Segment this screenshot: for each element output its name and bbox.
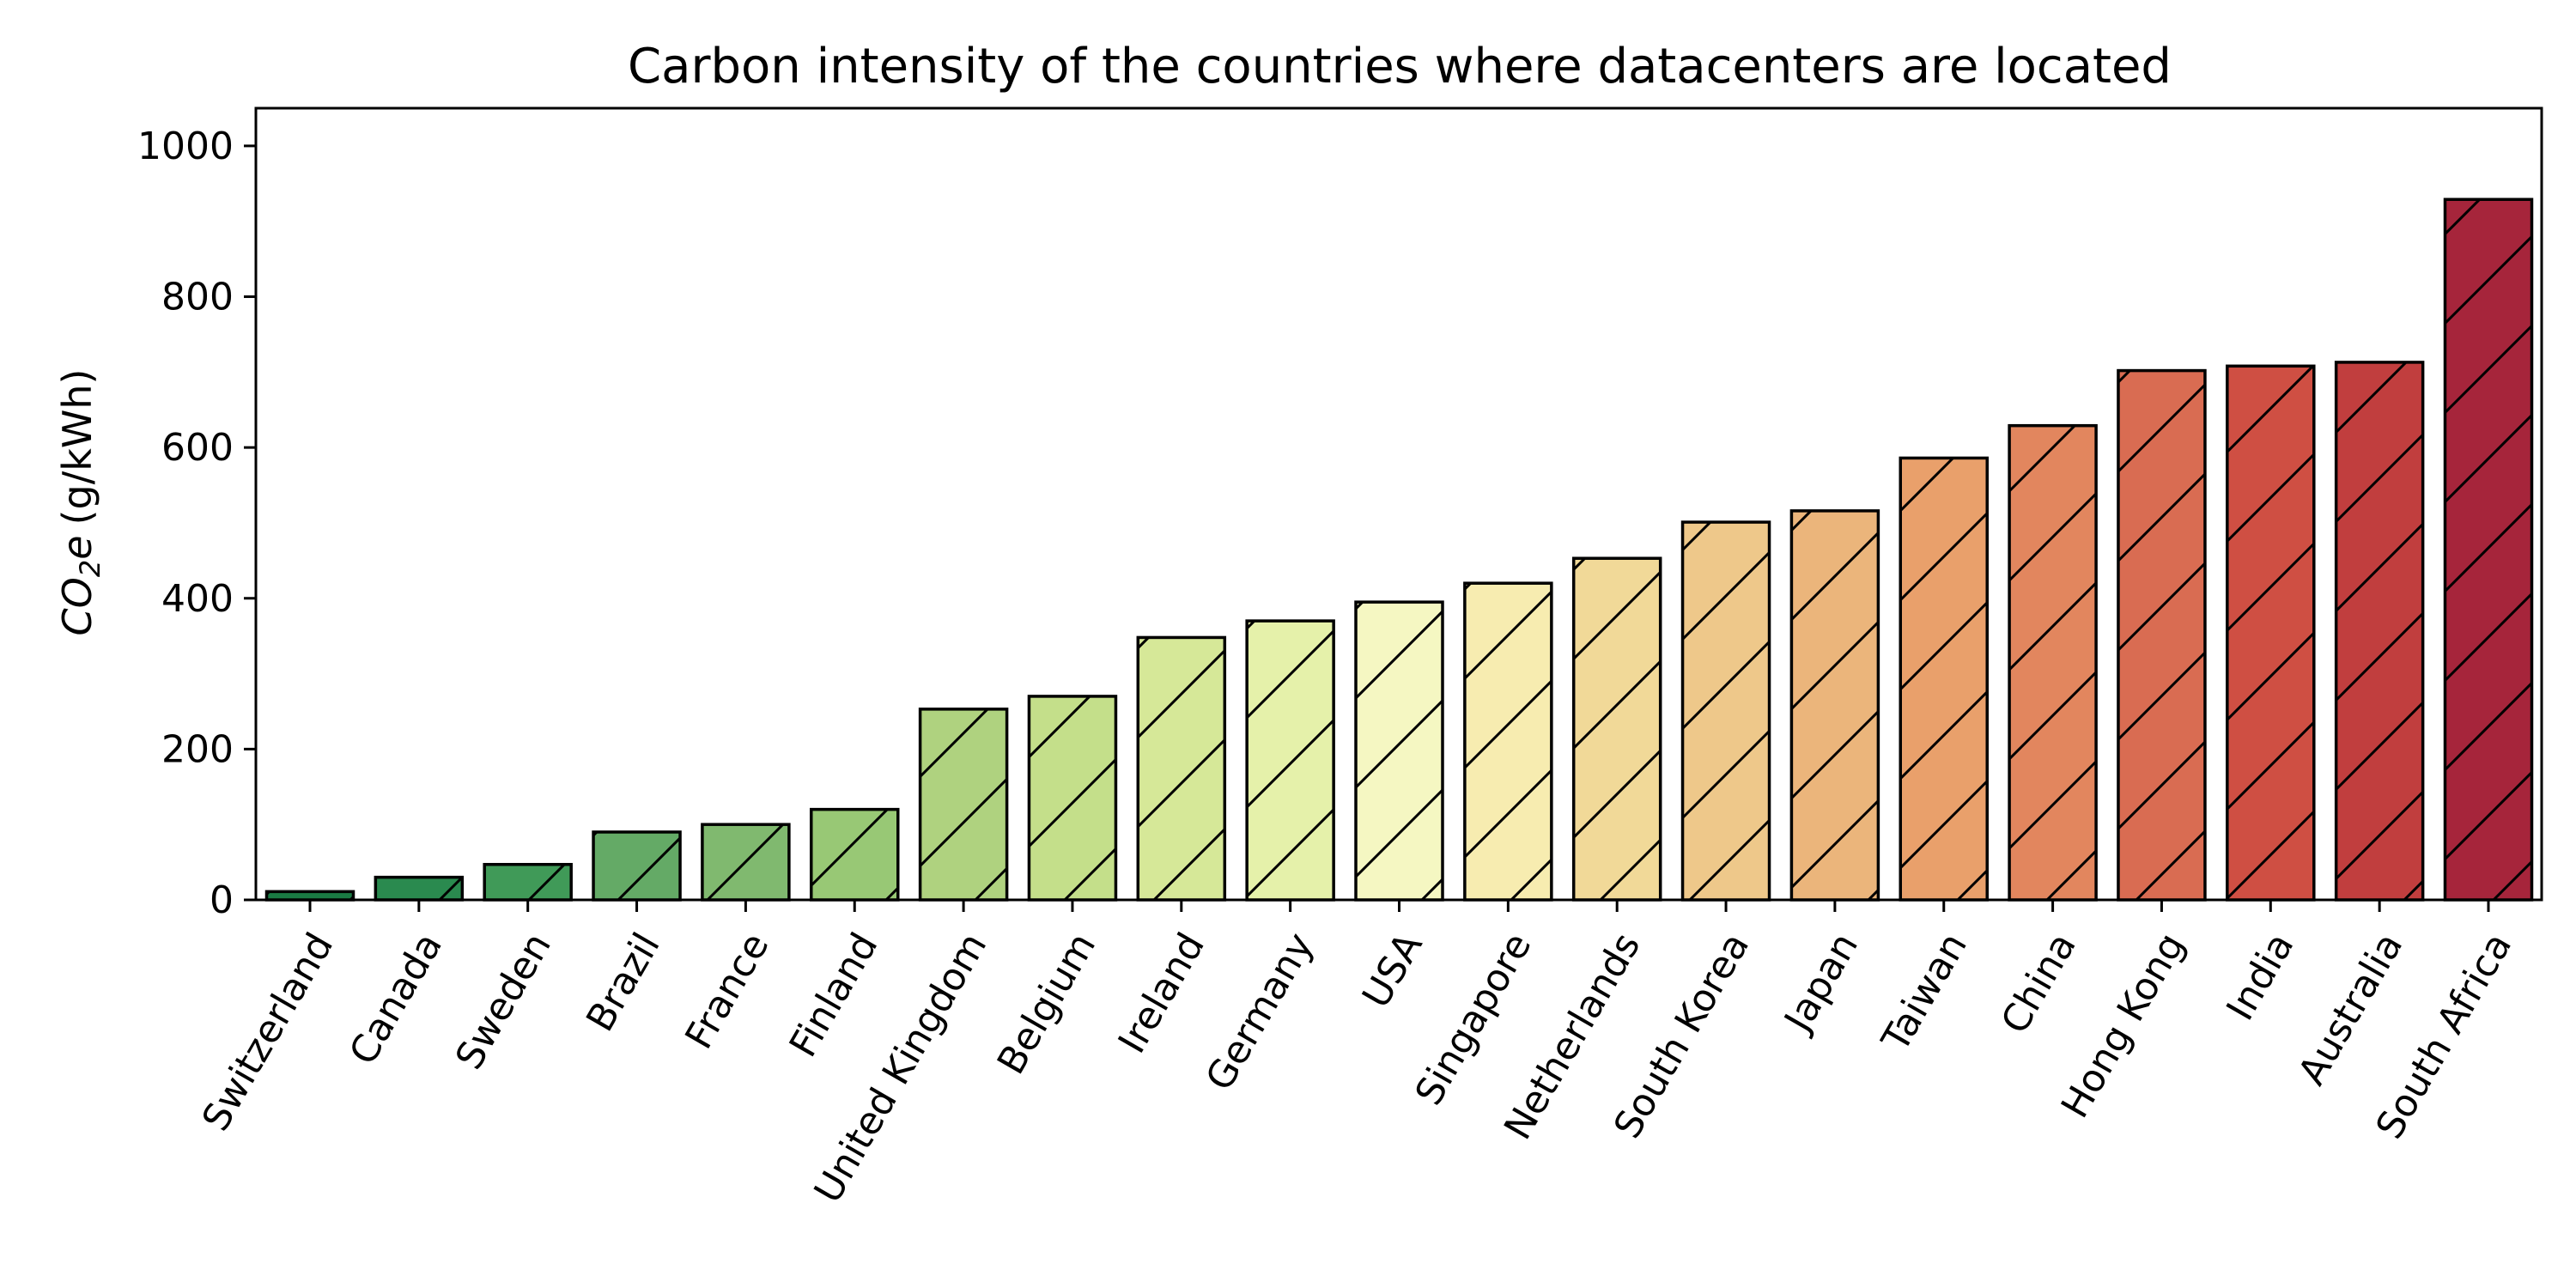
bar-hatch-china [2008,423,2098,902]
bar-hatch-united-kingdom [918,708,1009,902]
bar-hatch-south-korea [1680,520,1771,902]
bar-hatch-brazil [592,830,682,902]
y-tick-label-400: 400 [161,577,234,621]
x-tick-label-australia: Australia [2290,926,2411,1092]
y-tick-label-1000: 1000 [137,125,234,168]
x-tick-label-usa: USA [1354,926,1431,1015]
chart-title: Carbon intensity of the countries where … [628,39,2172,94]
y-tick-label-200: 200 [161,727,234,771]
y-axis-label-units: (g/kWh) [54,369,100,526]
x-tick-label-china: China [1993,926,2085,1041]
bar-hatch-usa [1354,600,1444,902]
x-tick-label-sweden: Sweden [447,926,560,1077]
x-tick-label-ireland: Ireland [1110,926,1213,1060]
bar-hatch-netherlands [1571,556,1662,902]
x-tick-label-germany: Germany [1198,926,1322,1098]
bar-hatch-belgium [1027,695,1118,902]
bar-hatch-hong-kong [2117,368,2207,902]
y-axis-label: CO2e (g/kWh) [54,369,106,636]
x-tick-label-brazil: Brazil [578,926,669,1039]
y-axis-label-subscript: 2 [74,560,106,577]
bar-hatch-taiwan [1899,456,1989,902]
bar-hatch-france [701,823,791,902]
y-axis: 0 200 400 600 800 1000 [137,125,256,922]
bar-hatch-sweden [483,862,573,902]
bar-hatch-finland [810,807,900,902]
bar-hatch-canada [374,875,465,902]
plot-frame [254,106,2543,902]
bar-hatch-singapore [1463,581,1553,902]
x-tick-label-france: France [677,926,777,1056]
bar-hatch-south-africa [2443,197,2534,902]
y-axis-label-symbol-suffix: e [54,535,100,559]
x-tick-label-japan: Japan [1775,926,1867,1041]
y-axis-label-symbol: CO [54,577,100,635]
x-tick-label-switzerland: Switzerland [194,926,342,1139]
y-tick-label-600: 600 [161,426,234,470]
bar-hatch-japan [1789,509,1880,902]
bar-hatch-india [2226,364,2316,902]
x-tick-label-india: India [2218,926,2302,1028]
x-tick-label-canada: Canada [341,926,451,1072]
bars-group [264,197,2534,902]
y-tick-label-0: 0 [210,878,234,922]
x-tick-label-belgium: Belgium [989,926,1104,1082]
x-tick-label-finland: Finland [781,926,887,1065]
y-tick-label-800: 800 [161,276,234,319]
bar-hatch-ireland [1136,635,1227,902]
x-tick-label-taiwan: Taiwan [1874,926,1976,1060]
bar-hatch-germany [1245,619,1335,902]
bar-hatch-australia [2334,361,2425,902]
